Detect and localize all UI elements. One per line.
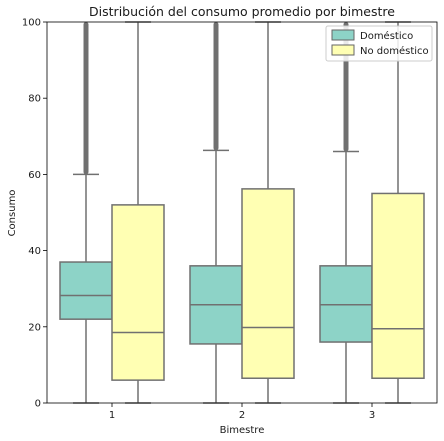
y-tick-label: 20 — [28, 322, 41, 333]
outlier-points — [213, 22, 219, 151]
plot-area — [46, 21, 438, 404]
y-axis-label: Consumo — [7, 190, 18, 237]
box-iqr — [319, 265, 373, 343]
box-cat-2-series-1 — [241, 21, 295, 404]
chart-title: Distribución del consumo promedio por bi… — [89, 4, 395, 19]
legend-swatch-domestico — [331, 29, 355, 41]
y-tick-label: 40 — [28, 246, 41, 257]
box-iqr — [111, 204, 165, 381]
legend-label-domestico: Doméstico — [360, 30, 413, 42]
y-tick-label: 80 — [28, 94, 41, 105]
x-axis-label: Bimestre — [220, 425, 265, 436]
box-cat-1-series-0 — [59, 22, 113, 404]
x-tick-label: 3 — [369, 410, 375, 421]
y-tick-label: 60 — [28, 170, 41, 181]
y-axis: 0 20 40 60 80 100 — [22, 18, 47, 410]
legend-label-no-domestico: No doméstico — [360, 45, 429, 57]
outlier-points — [83, 22, 89, 175]
y-tick-label: 100 — [22, 18, 41, 29]
x-tick-label: 2 — [239, 410, 245, 421]
x-axis: 1 2 3 — [109, 403, 375, 421]
legend-swatch-no-domestico — [331, 44, 355, 56]
legend: Doméstico No doméstico — [325, 25, 433, 62]
box-cat-3-series-0 — [319, 22, 373, 404]
box-iqr — [241, 188, 295, 379]
box-cat-1-series-1 — [111, 21, 165, 404]
x-tick-label: 1 — [109, 410, 115, 421]
box-cat-3-series-1 — [371, 21, 425, 404]
box-iqr — [371, 192, 425, 379]
y-tick-label: 0 — [35, 399, 41, 410]
box-iqr — [59, 261, 113, 320]
box-cat-2-series-0 — [189, 22, 243, 404]
